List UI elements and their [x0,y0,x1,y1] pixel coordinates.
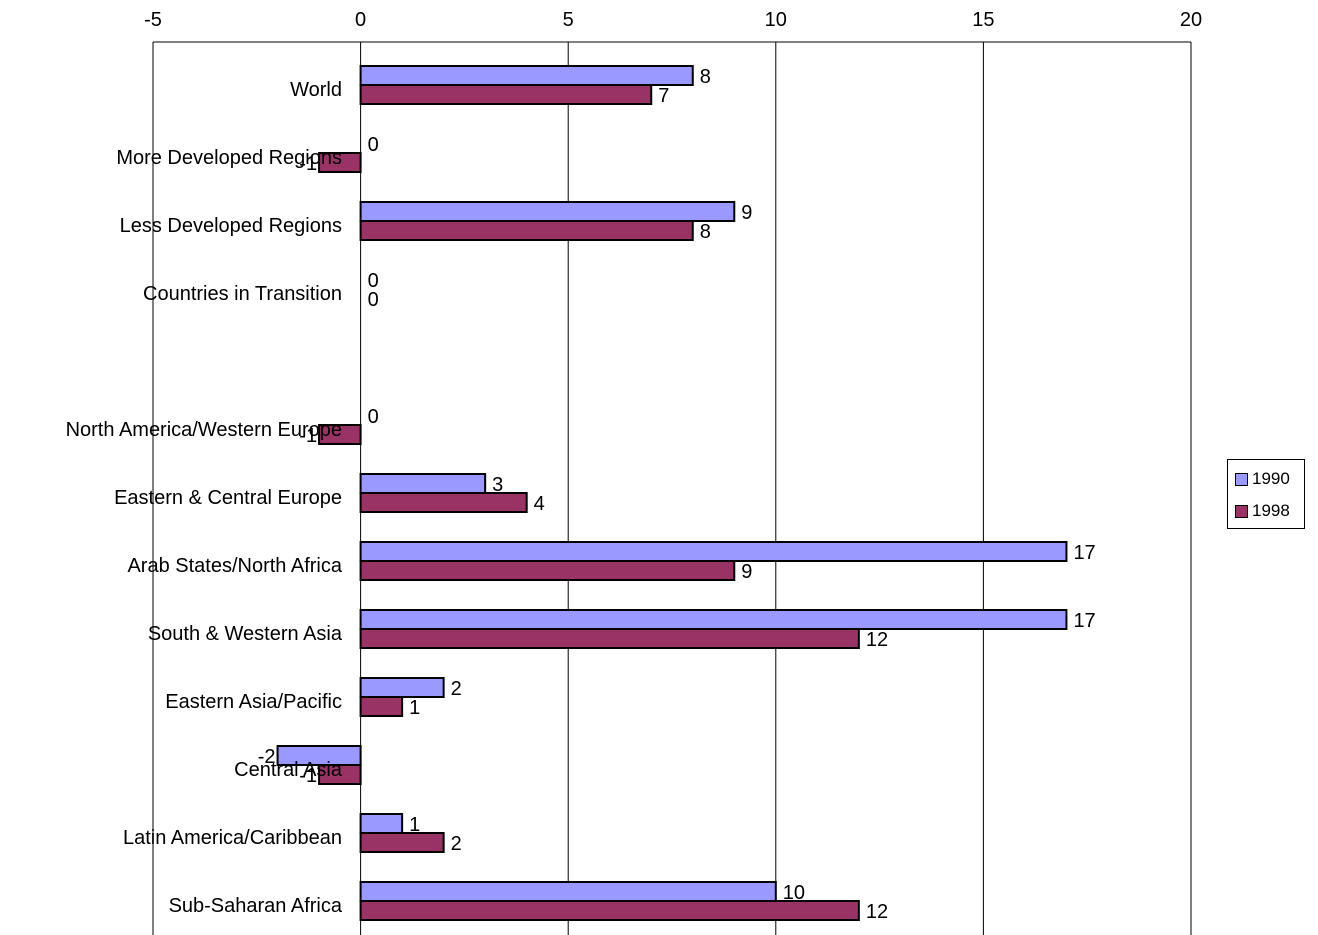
x-tick-label: 15 [972,9,994,31]
category-label: North America/Western Europe [66,419,342,441]
data-label: 0 [368,406,379,428]
data-label: 1 [409,814,420,836]
bars [276,65,1068,921]
bar [359,900,860,921]
category-label: Eastern Asia/Pacific [165,691,342,713]
x-tick-label: 10 [765,9,787,31]
category-label: Eastern & Central Europe [114,487,342,509]
bar [359,473,487,494]
data-label: 9 [741,202,752,224]
data-label: 4 [534,493,545,515]
category-label: Central Asia [234,759,343,781]
data-label: 1 [409,697,420,719]
data-label: -1 [299,425,317,447]
x-axis-tick-labels: -5 0 5 10 15 20 [144,9,1202,31]
bar [318,424,362,445]
data-label: 9 [741,561,752,583]
bar [318,152,362,173]
category-label: South & Western Asia [148,623,343,645]
bar [359,677,445,698]
legend-swatch-series-2 [1235,504,1248,518]
legend-label-series-1: 1990 [1252,469,1290,488]
category-label: Countries in Transition [143,283,342,305]
data-label: -1 [299,765,317,787]
x-tick-label: 5 [563,9,574,31]
data-label: 3 [492,474,503,496]
bar [359,628,860,649]
category-label: World [290,79,342,101]
bar [359,609,1068,630]
bar [359,220,694,241]
legend-item-series-1: 1990 [1235,468,1290,490]
x-tick-label: -5 [144,9,162,31]
data-label: 0 [368,134,379,156]
data-label: 12 [866,629,888,651]
category-label: Latin America/Caribbean [123,827,342,849]
category-label: Arab States/North Africa [127,555,342,577]
bar [359,201,736,222]
bar [359,813,404,834]
category-label: Sub-Saharan Africa [169,895,343,917]
data-label: -1 [299,153,317,175]
data-label: 10 [783,882,805,904]
data-label: 0 [368,289,379,311]
category-label: More Developed Regions [116,147,342,169]
bar [359,560,736,581]
bar [359,492,528,513]
legend: 1990 1998 [1227,459,1305,529]
legend-label-series-2: 1998 [1252,501,1290,520]
data-label: 17 [1073,610,1095,632]
data-label: 7 [658,85,669,107]
data-label: 8 [700,66,711,88]
x-tick-label: 20 [1180,9,1202,31]
data-label: 8 [700,221,711,243]
bar [318,764,362,785]
bar [359,832,445,853]
data-label: 2 [451,678,462,700]
legend-item-series-2: 1998 [1235,500,1290,522]
bar [359,84,653,105]
bar [359,541,1068,562]
legend-swatch-series-1 [1235,472,1248,486]
data-label: -2 [258,746,276,768]
bar [359,696,404,717]
data-label: 2 [451,833,462,855]
data-label: 0 [368,270,379,292]
data-label: 12 [866,901,888,923]
category-labels: World More Developed Regions Less Develope… [66,79,343,917]
x-tick-label: 0 [355,9,366,31]
category-label: Less Developed Regions [120,215,342,237]
data-label: 17 [1073,542,1095,564]
bar [359,881,777,902]
gridlines [152,41,1192,935]
bar [359,65,694,86]
